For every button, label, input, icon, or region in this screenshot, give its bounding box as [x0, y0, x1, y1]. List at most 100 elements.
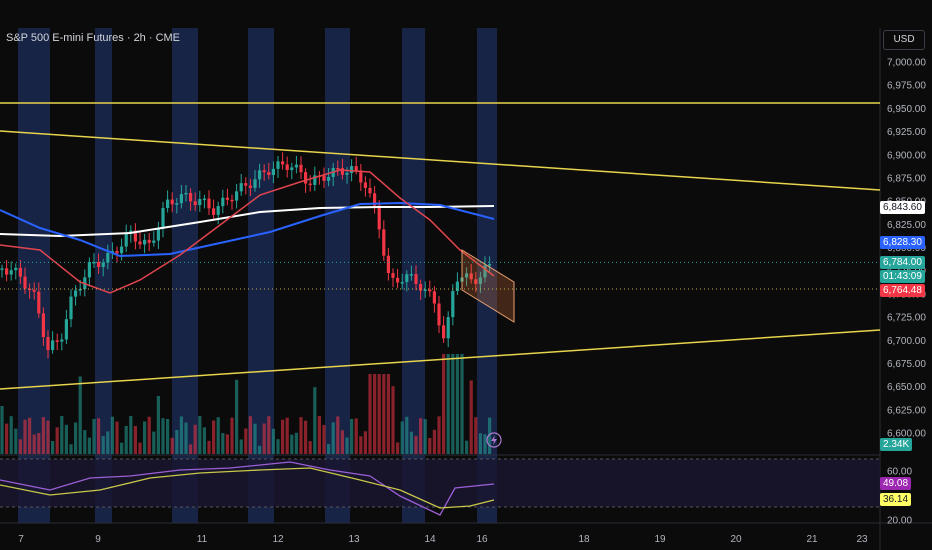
volume-bar — [258, 445, 262, 454]
volume-bar — [354, 418, 358, 454]
volume-bar — [331, 422, 335, 454]
candle-body — [101, 262, 105, 268]
chart-title[interactable]: S&P 500 E-mini Futures · 2h · CME — [6, 32, 181, 44]
time-tick-label: 7 — [18, 534, 24, 545]
candle-body — [138, 241, 142, 245]
volume-bar — [32, 434, 36, 454]
volume-bar — [239, 439, 243, 454]
candle-body — [437, 303, 441, 326]
candle-body — [152, 240, 156, 243]
volume-bar — [442, 354, 446, 454]
oscillator-pane — [0, 458, 880, 516]
candle-body — [87, 261, 91, 278]
candle-body — [74, 290, 78, 297]
candle-body — [124, 233, 128, 247]
candle-body — [414, 274, 418, 284]
volume-bar — [9, 416, 13, 454]
volume-bar — [368, 374, 372, 454]
volume-bar — [465, 440, 469, 454]
volume-bar — [391, 386, 395, 454]
candle-body — [405, 274, 409, 283]
volume-bars — [0, 354, 492, 454]
descending-channel[interactable] — [461, 249, 515, 323]
candle-body — [97, 261, 101, 268]
volume-bar — [248, 416, 252, 454]
candle-body — [428, 289, 432, 292]
candle-body — [175, 203, 179, 205]
lightning-icon[interactable] — [486, 432, 502, 448]
candle-body — [179, 194, 183, 204]
candle-body — [373, 193, 377, 206]
candle-body — [212, 208, 216, 215]
volume-bar — [281, 419, 285, 454]
candle-body — [230, 199, 234, 202]
candle-body — [51, 340, 55, 350]
trendline[interactable] — [0, 130, 881, 191]
volume-bar — [299, 417, 303, 454]
fast-moving-average — [0, 169, 495, 294]
candle-body — [60, 339, 64, 342]
candle-body — [156, 228, 160, 241]
candle-body — [469, 273, 473, 280]
time-tick-label: 9 — [95, 534, 101, 545]
candle-body — [202, 198, 206, 201]
volume-bar — [5, 423, 9, 454]
volume-bar — [405, 416, 409, 454]
volume-bar — [143, 421, 147, 454]
candle-body — [225, 197, 229, 200]
candle-body — [207, 198, 211, 209]
volume-bar — [396, 442, 400, 454]
volume-bar — [129, 416, 133, 454]
volume-bar — [28, 417, 32, 454]
volume-bar — [478, 433, 482, 454]
candle-body — [147, 239, 151, 243]
candle-body — [46, 337, 50, 350]
volume-bar — [363, 431, 367, 454]
volume-bar — [432, 429, 436, 454]
volume-bar — [409, 431, 413, 454]
candle-body — [488, 264, 492, 266]
candle-body — [409, 274, 413, 276]
candle-body — [106, 252, 110, 263]
oscillator-fast-line — [0, 461, 495, 516]
volume-bar — [253, 423, 257, 454]
candle-body — [271, 168, 275, 176]
candle-body — [368, 187, 372, 194]
candle-body — [262, 170, 266, 173]
trendline[interactable] — [0, 329, 881, 390]
candle-body — [120, 246, 124, 254]
volume-bar — [64, 424, 68, 454]
candle-body — [78, 289, 82, 291]
price-tick-label: 6,625.00 — [887, 405, 926, 416]
candle-body — [359, 170, 363, 183]
candle-body — [216, 206, 220, 215]
time-axis: 7 9 11 12 13 14 16 18 19 20 21 23 — [18, 534, 868, 545]
currency-button[interactable]: USD — [883, 30, 925, 50]
candle-body — [235, 191, 239, 201]
time-tick-label: 21 — [806, 534, 818, 545]
volume-bar — [386, 374, 390, 454]
volume-bar — [308, 441, 312, 454]
volume-bar — [83, 430, 87, 454]
candle-body — [221, 197, 225, 207]
volume-bar — [14, 428, 18, 454]
candle-body — [170, 199, 174, 205]
volume-bar — [235, 379, 239, 454]
time-tick-label: 16 — [476, 534, 488, 545]
volume-bar — [317, 416, 321, 454]
volume-bar — [60, 416, 64, 454]
volume-bar — [446, 354, 450, 454]
candle-body — [23, 276, 27, 289]
candle-body — [55, 340, 59, 342]
volume-bar — [166, 419, 170, 454]
volume-bar — [110, 416, 114, 454]
candle-body — [133, 230, 137, 242]
candle-body — [92, 261, 96, 264]
volume-bar — [179, 416, 183, 454]
price-tick-label: 6,975.00 — [887, 81, 926, 92]
candle-body — [64, 319, 68, 340]
price-tick-label: 6,650.00 — [887, 382, 926, 393]
volume-bar — [37, 432, 41, 454]
candle-body — [193, 201, 197, 206]
